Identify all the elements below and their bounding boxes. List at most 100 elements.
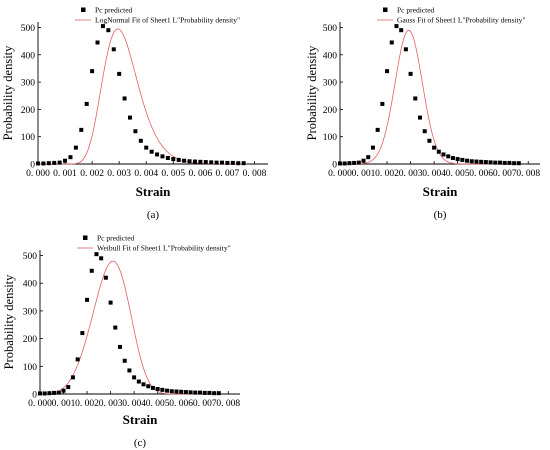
data-point [230, 160, 235, 165]
data-point [174, 389, 179, 394]
data-point [117, 71, 122, 76]
y-tick-label: 0 [30, 161, 35, 171]
data-point [100, 24, 105, 29]
fit-curve [40, 260, 222, 395]
y-axis-label: Probability density [2, 274, 16, 370]
data-point [149, 149, 154, 154]
x-axis-label: Strain [423, 184, 458, 199]
data-point [136, 379, 141, 384]
data-point [366, 155, 371, 160]
panel-label: (c) [134, 437, 147, 449]
data-point [408, 71, 413, 76]
x-axis-label: Strain [136, 184, 171, 199]
data-point [512, 161, 517, 166]
data-point [84, 101, 89, 106]
data-point [413, 96, 418, 101]
data-point [342, 161, 347, 166]
data-point [61, 388, 66, 393]
chart-panel-c: 0 100 200 300 400 500 0. 000 0. 001 0. 002 0. 003… [2, 234, 240, 450]
data-point [432, 145, 437, 150]
x-tick-label: 0. 007 [216, 169, 240, 179]
y-tick-label: 200 [21, 106, 36, 116]
data-point [389, 40, 394, 45]
data-point [165, 388, 170, 393]
legend-scatter-label: Pc predicted [397, 6, 435, 15]
x-tick-label: 0. 007 [193, 399, 217, 409]
data-point [38, 391, 42, 396]
data-point [488, 160, 493, 165]
data-point [338, 161, 342, 166]
data-point [188, 390, 193, 395]
panel-label: (a) [147, 209, 160, 221]
y-tick-label: 100 [21, 133, 36, 143]
x-tick-label: 0. 000 [26, 169, 50, 179]
data-point [469, 159, 474, 164]
data-point [498, 160, 502, 165]
data-point [403, 47, 408, 52]
y-tick-label: 300 [323, 79, 338, 89]
y-tick-label: 500 [23, 252, 38, 262]
x-tick-label: 0. 002 [75, 399, 99, 409]
data-point [132, 375, 137, 380]
data-point [198, 159, 203, 164]
y-tick-label: 200 [23, 335, 38, 345]
y-tick-label: 300 [21, 79, 36, 89]
data-point [160, 387, 165, 392]
data-point [493, 160, 498, 165]
x-tick-label: 0. 001 [352, 169, 376, 179]
x-tick-label: 0. 000 [28, 399, 52, 409]
data-point [193, 390, 198, 395]
legend-fit-label: Weibull Fit of Sheet1 L"Probability dens… [97, 244, 231, 253]
data-point [465, 158, 470, 163]
data-point [474, 159, 479, 164]
data-point [108, 300, 113, 305]
data-point [187, 159, 192, 164]
data-point [113, 325, 118, 330]
x-tick-label: 0. 003 [399, 169, 423, 179]
data-point [356, 160, 361, 165]
x-tick-label: 0. 006 [188, 169, 212, 179]
data-point [144, 145, 149, 150]
x-tick-label: 0. 002 [375, 169, 399, 179]
chart-panel-a: 0 100 200 300 400 500 0. 000 0. 001 0. 002 0. 003… [1, 6, 268, 221]
data-point [94, 252, 99, 257]
data-point [385, 69, 390, 74]
data-point [133, 129, 138, 134]
data-point [169, 389, 174, 394]
data-point [361, 158, 366, 163]
data-point [70, 375, 75, 380]
data-point [52, 160, 57, 165]
data-point [441, 152, 446, 157]
x-tick-label: 0. 002 [80, 169, 104, 179]
x-tick-label: 0. 006 [169, 399, 193, 409]
data-point [106, 28, 111, 33]
data-point [192, 159, 197, 164]
data-point [479, 159, 484, 164]
y-tick-label: 200 [323, 106, 338, 116]
data-point [103, 275, 108, 280]
data-point [182, 158, 187, 163]
x-tick-label: 0. 001 [52, 399, 76, 409]
data-point [347, 161, 352, 166]
data-point [209, 160, 214, 165]
x-tick-label: 0. 005 [446, 169, 470, 179]
data-point [138, 138, 143, 143]
x-tick-label: 0. 007 [493, 169, 517, 179]
data-point [198, 390, 202, 395]
data-point [171, 157, 176, 162]
y-tick-label: 400 [323, 51, 338, 61]
x-tick-label: 0. 000 [328, 169, 352, 179]
data-point [179, 389, 184, 394]
data-point [57, 160, 62, 165]
x-tick-label: 0. 004 [122, 399, 146, 409]
data-point [68, 155, 73, 160]
x-tick-label: 0. 005 [146, 399, 170, 409]
data-point [460, 157, 465, 162]
data-point [455, 157, 460, 162]
x-tick-label: 0. 005 [161, 169, 185, 179]
y-tick-label: 400 [23, 280, 38, 290]
data-point [422, 129, 427, 134]
legend-scatter-label: Pc predicted [97, 234, 135, 243]
fit-curve [38, 28, 247, 165]
